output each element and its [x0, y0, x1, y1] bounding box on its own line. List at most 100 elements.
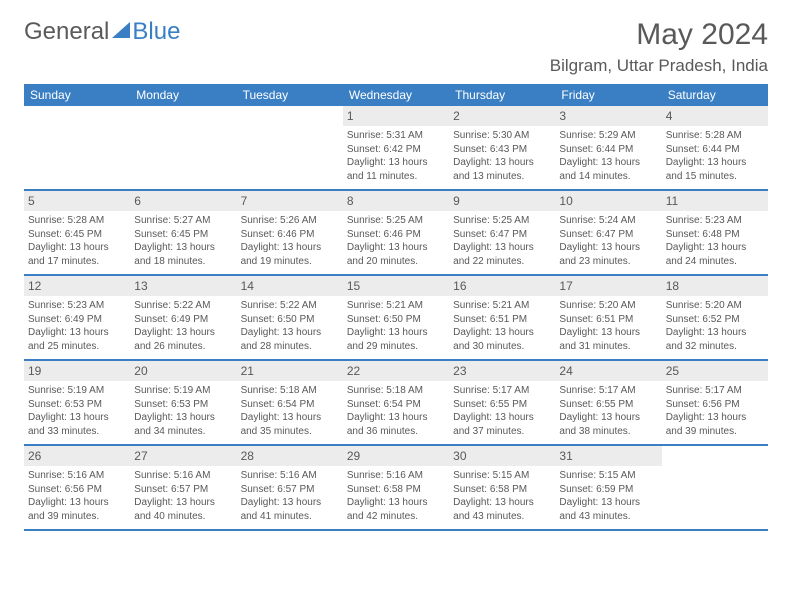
sunset-text: Sunset: 6:45 PM [28, 228, 126, 242]
cell-details: Sunrise: 5:21 AMSunset: 6:51 PMDaylight:… [453, 299, 551, 353]
calendar-cell: 10 Sunrise: 5:24 AMSunset: 6:47 PMDayligh… [555, 191, 661, 274]
daylight-text: Daylight: 13 hours and 18 minutes. [134, 241, 232, 268]
calendar-cell [24, 106, 130, 189]
logo-text-general: General [24, 18, 109, 46]
cell-details: Sunrise: 5:21 AMSunset: 6:50 PMDaylight:… [347, 299, 445, 353]
sunrise-text: Sunrise: 5:22 AM [134, 299, 232, 313]
sunrise-text: Sunrise: 5:28 AM [28, 214, 126, 228]
location-text: Bilgram, Uttar Pradesh, India [550, 56, 768, 76]
day-number: 18 [662, 276, 768, 296]
cell-details: Sunrise: 5:16 AMSunset: 6:56 PMDaylight:… [28, 469, 126, 523]
calendar-cell: 19Sunrise: 5:19 AMSunset: 6:53 PMDayligh… [24, 361, 130, 444]
sunset-text: Sunset: 6:53 PM [28, 398, 126, 412]
calendar-cell: 11Sunrise: 5:23 AMSunset: 6:48 PMDayligh… [662, 191, 768, 274]
cell-details: Sunrise: 5:19 AMSunset: 6:53 PMDaylight:… [28, 384, 126, 438]
logo: General Blue [24, 18, 180, 46]
day-number: 11 [662, 191, 768, 211]
logo-triangle-icon [112, 22, 130, 38]
sunrise-text: Sunrise: 5:25 AM [347, 214, 445, 228]
sunrise-text: Sunrise: 5:23 AM [666, 214, 764, 228]
daylight-text: Daylight: 13 hours and 11 minutes. [347, 156, 445, 183]
day-number: 31 [555, 446, 661, 466]
daylight-text: Daylight: 13 hours and 38 minutes. [559, 411, 657, 438]
daylight-text: Daylight: 13 hours and 17 minutes. [28, 241, 126, 268]
day-header-tuesday: Tuesday [237, 84, 343, 106]
cell-details: Sunrise: 5:23 AMSunset: 6:49 PMDaylight:… [28, 299, 126, 353]
week-row: 1 Sunrise: 5:31 AMSunset: 6:42 PMDaylight… [24, 106, 768, 191]
sunrise-text: Sunrise: 5:16 AM [134, 469, 232, 483]
day-number: 12 [24, 276, 130, 296]
sunset-text: Sunset: 6:53 PM [134, 398, 232, 412]
calendar-cell: 3Sunrise: 5:29 AMSunset: 6:44 PMDaylight… [555, 106, 661, 189]
sunrise-text: Sunrise: 5:25 AM [453, 214, 551, 228]
sunset-text: Sunset: 6:46 PM [241, 228, 339, 242]
calendar-cell: 7Sunrise: 5:26 AMSunset: 6:46 PMDaylight… [237, 191, 343, 274]
day-number: 30 [449, 446, 555, 466]
sunset-text: Sunset: 6:43 PM [453, 143, 551, 157]
day-number: 6 [130, 191, 236, 211]
calendar-cell: 6Sunrise: 5:27 AMSunset: 6:45 PMDaylight… [130, 191, 236, 274]
sunrise-text: Sunrise: 5:26 AM [241, 214, 339, 228]
sunrise-text: Sunrise: 5:18 AM [241, 384, 339, 398]
cell-details: Sunrise: 5:15 AMSunset: 6:58 PMDaylight:… [453, 469, 551, 523]
day-number: 8 [343, 191, 449, 211]
daylight-text: Daylight: 13 hours and 42 minutes. [347, 496, 445, 523]
sunset-text: Sunset: 6:47 PM [453, 228, 551, 242]
sunset-text: Sunset: 6:48 PM [666, 228, 764, 242]
cell-details: Sunrise: 5:25 AMSunset: 6:47 PMDaylight:… [453, 214, 551, 268]
sunrise-text: Sunrise: 5:19 AM [28, 384, 126, 398]
cell-details: Sunrise: 5:20 AMSunset: 6:51 PMDaylight:… [559, 299, 657, 353]
sunrise-text: Sunrise: 5:16 AM [347, 469, 445, 483]
calendar-cell: 4Sunrise: 5:28 AMSunset: 6:44 PMDaylight… [662, 106, 768, 189]
sunset-text: Sunset: 6:57 PM [134, 483, 232, 497]
cell-details: Sunrise: 5:22 AMSunset: 6:50 PMDaylight:… [241, 299, 339, 353]
cell-details: Sunrise: 5:31 AMSunset: 6:42 PMDaylight:… [347, 129, 445, 183]
sunset-text: Sunset: 6:46 PM [347, 228, 445, 242]
daylight-text: Daylight: 13 hours and 43 minutes. [559, 496, 657, 523]
sunrise-text: Sunrise: 5:17 AM [559, 384, 657, 398]
calendar-cell: 27 Sunrise: 5:16 AMSunset: 6:57 PMDayligh… [130, 446, 236, 529]
daylight-text: Daylight: 13 hours and 32 minutes. [666, 326, 764, 353]
sunset-text: Sunset: 6:45 PM [134, 228, 232, 242]
calendar-cell: 24Sunrise: 5:17 AMSunset: 6:55 PMDayligh… [555, 361, 661, 444]
day-number: 10 [555, 191, 661, 211]
month-title: May 2024 [550, 18, 768, 52]
calendar-cell: 25Sunrise: 5:17 AMSunset: 6:56 PMDayligh… [662, 361, 768, 444]
daylight-text: Daylight: 13 hours and 29 minutes. [347, 326, 445, 353]
sunrise-text: Sunrise: 5:29 AM [559, 129, 657, 143]
sunset-text: Sunset: 6:54 PM [347, 398, 445, 412]
cell-details: Sunrise: 5:15 AMSunset: 6:59 PMDaylight:… [559, 469, 657, 523]
sunrise-text: Sunrise: 5:18 AM [347, 384, 445, 398]
cell-details: Sunrise: 5:20 AMSunset: 6:52 PMDaylight:… [666, 299, 764, 353]
sunset-text: Sunset: 6:55 PM [453, 398, 551, 412]
week-row: 12 Sunrise: 5:23 AMSunset: 6:49 PMDayligh… [24, 276, 768, 361]
calendar-cell [662, 446, 768, 529]
daylight-text: Daylight: 13 hours and 40 minutes. [134, 496, 232, 523]
day-number: 29 [343, 446, 449, 466]
day-number: 5 [24, 191, 130, 211]
sunrise-text: Sunrise: 5:21 AM [347, 299, 445, 313]
sunrise-text: Sunrise: 5:28 AM [666, 129, 764, 143]
day-number: 26 [24, 446, 130, 466]
cell-details: Sunrise: 5:17 AMSunset: 6:56 PMDaylight:… [666, 384, 764, 438]
day-header-sunday: Sunday [24, 84, 130, 106]
day-number: 27 [130, 446, 236, 466]
calendar-cell: 28Sunrise: 5:16 AMSunset: 6:57 PMDayligh… [237, 446, 343, 529]
day-number: 1 [343, 106, 449, 126]
day-number: 24 [555, 361, 661, 381]
sunset-text: Sunset: 6:52 PM [666, 313, 764, 327]
calendar-cell: 22Sunrise: 5:18 AMSunset: 6:54 PMDayligh… [343, 361, 449, 444]
calendar-cell: 8Sunrise: 5:25 AMSunset: 6:46 PMDaylight… [343, 191, 449, 274]
cell-details: Sunrise: 5:24 AMSunset: 6:47 PMDaylight:… [559, 214, 657, 268]
calendar-cell: 12 Sunrise: 5:23 AMSunset: 6:49 PMDayligh… [24, 276, 130, 359]
daylight-text: Daylight: 13 hours and 26 minutes. [134, 326, 232, 353]
calendar-cell: 15Sunrise: 5:21 AMSunset: 6:50 PMDayligh… [343, 276, 449, 359]
cell-details: Sunrise: 5:29 AMSunset: 6:44 PMDaylight:… [559, 129, 657, 183]
calendar-cell [237, 106, 343, 189]
day-number: 20 [130, 361, 236, 381]
calendar-cell: 18 Sunrise: 5:20 AMSunset: 6:52 PMDayligh… [662, 276, 768, 359]
daylight-text: Daylight: 13 hours and 22 minutes. [453, 241, 551, 268]
daylight-text: Daylight: 13 hours and 19 minutes. [241, 241, 339, 268]
daylight-text: Daylight: 13 hours and 37 minutes. [453, 411, 551, 438]
logo-text-blue: Blue [132, 18, 180, 46]
